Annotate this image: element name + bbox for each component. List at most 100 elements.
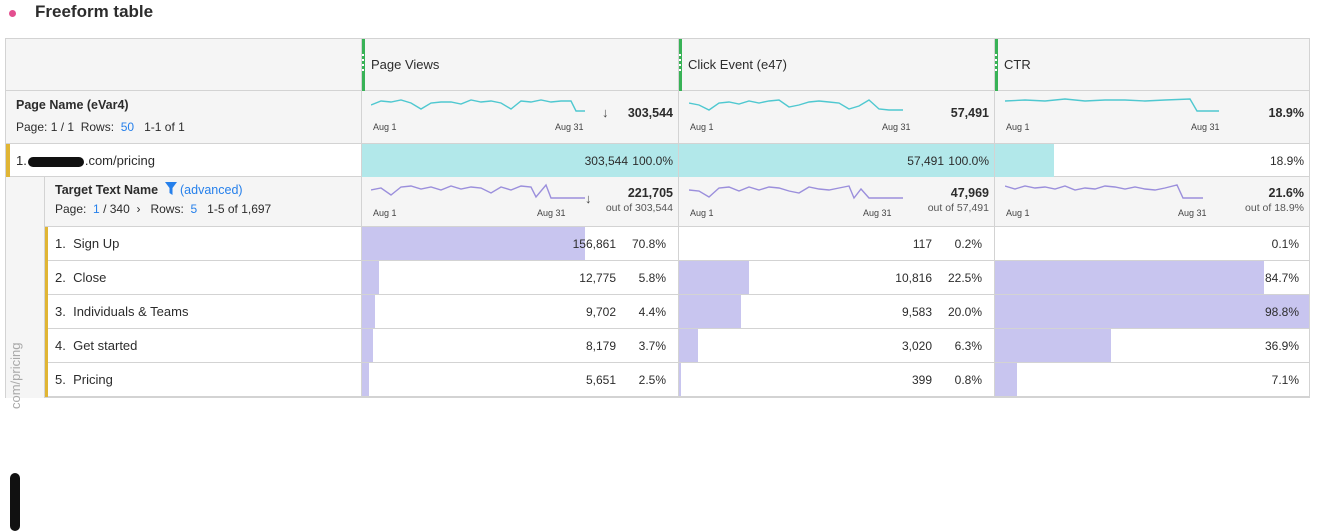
breakdown-outof-click-event: out of 57,491: [927, 202, 989, 214]
column-divider: [994, 39, 995, 397]
sparkline-page-views: [371, 183, 585, 199]
table-row[interactable]: 3. Individuals & Teams 9,702 4.4% 9,583 20.0…: [45, 295, 1309, 329]
row-marker: [45, 261, 48, 295]
sparkline-end: Aug 31: [882, 122, 911, 132]
cell-percent: 20.0%: [947, 305, 982, 319]
cell-percent: 100.0%: [632, 154, 673, 168]
filter-advanced-link[interactable]: (advanced): [180, 183, 243, 197]
row-marker: [6, 144, 10, 177]
bar-1: [678, 295, 741, 328]
dimension-header-row: Page Name (eVar4) Page: 1 / 1 Rows: 50 1…: [6, 91, 1309, 144]
bar-2: [994, 329, 1111, 362]
sparkline-start: Aug 1: [373, 208, 397, 218]
cell-percent: 36.9%: [1264, 339, 1299, 353]
table-row[interactable]: 4. Get started 8,179 3.7% 3,020 6.3% 36.9%: [45, 329, 1309, 363]
breakdown-outof-page-views: out of 303,544: [605, 202, 673, 214]
row-label[interactable]: 1. Sign Up: [55, 236, 120, 251]
table-row[interactable]: 1. Sign Up 156,861 70.8% 117 0.2% 0.1%: [45, 227, 1309, 261]
filter-icon[interactable]: [164, 182, 177, 195]
sparkline-start: Aug 1: [690, 122, 714, 132]
bar-2: [994, 363, 1017, 396]
drag-handle-icon[interactable]: [994, 39, 998, 91]
breakdown-total-page-views: 221,705: [627, 186, 673, 200]
row-label[interactable]: 3. Individuals & Teams: [55, 304, 189, 319]
panel-status-dot: [9, 10, 16, 17]
sparkline-start: Aug 1: [1006, 208, 1030, 218]
rows-per-page-select[interactable]: 50: [120, 120, 135, 134]
sparkline-end: Aug 31: [555, 122, 584, 132]
cell-percent: 2.5%: [638, 373, 666, 387]
bar-1: [678, 261, 749, 294]
drag-handle-icon[interactable]: [361, 39, 365, 91]
column-divider: [678, 39, 679, 397]
cell-value: 12,775: [579, 271, 616, 285]
total-page-views: 303,544: [627, 106, 673, 120]
cell-percent: 3.7%: [638, 339, 666, 353]
row-label[interactable]: 2. Close: [55, 270, 107, 285]
dimension-name[interactable]: Page Name (eVar4): [16, 98, 129, 112]
cell-percent: 0.8%: [954, 373, 982, 387]
cell-value: 3,020: [901, 339, 932, 353]
row-label[interactable]: 1. .com/pricing: [16, 153, 155, 168]
row-marker: [45, 227, 48, 261]
panel-header: Freeform table: [0, 0, 1317, 30]
metric-header-ctr[interactable]: CTR: [994, 39, 1309, 91]
sort-descending-icon[interactable]: ↓: [585, 191, 592, 206]
sparkline-start: Aug 1: [690, 208, 714, 218]
breakdown-outof-ctr: out of 18.9%: [1245, 202, 1304, 214]
cell-percent: 70.8%: [631, 237, 666, 251]
breakdown-header-row: Target Text Name (advanced) Page: 1 / 34…: [45, 177, 1309, 227]
bar-0: [361, 329, 373, 362]
cell-percent: 5.8%: [638, 271, 666, 285]
sparkline-end: Aug 31: [537, 208, 566, 218]
cell-percent: 22.5%: [947, 271, 982, 285]
row-marker: [45, 295, 48, 329]
bar-1: [678, 363, 681, 396]
breakdown-total-ctr: 21.6%: [1268, 186, 1304, 200]
cell-value: 9,583: [901, 305, 932, 319]
table-row[interactable]: 5. Pricing 5,651 2.5% 399 0.8% 7.1%: [45, 363, 1309, 397]
metric-header-page-views[interactable]: Page Views: [361, 39, 678, 91]
bar-2: [994, 295, 1309, 328]
cell-value: 8,179: [585, 339, 616, 353]
sparkline-end: Aug 31: [1191, 122, 1220, 132]
panel-title[interactable]: Freeform table: [35, 2, 154, 21]
cell-percent: 18.9%: [1269, 154, 1304, 168]
rows-per-page-select[interactable]: 5: [190, 202, 198, 216]
table-row[interactable]: 2. Close 12,775 5.8% 10,816 22.5% 84.7%: [45, 261, 1309, 295]
cell-percent: 4.4%: [638, 305, 666, 319]
cell-value: 399: [911, 373, 932, 387]
bar-ctr: [994, 144, 1054, 177]
metric-header-click-event[interactable]: Click Event (e47): [678, 39, 994, 91]
bar-0: [361, 363, 369, 396]
breakdown-dimension-name[interactable]: Target Text Name (advanced): [55, 182, 243, 197]
sparkline-end: Aug 31: [863, 208, 892, 218]
sparkline-start: Aug 1: [1006, 122, 1030, 132]
next-page-chevron-icon[interactable]: ›: [136, 202, 141, 216]
row-label[interactable]: 4. Get started: [55, 338, 138, 353]
page-label: Page: 1 / 1: [16, 120, 75, 134]
breakdown-parent-label: com/pricing: [8, 342, 23, 409]
freeform-table: Page Views Click Event (e47) CTR Page Na…: [5, 38, 1310, 531]
cell-value: 5,651: [585, 373, 616, 387]
cell-percent: 7.1%: [1271, 373, 1299, 387]
sparkline-click-event: [689, 99, 903, 111]
sort-descending-icon[interactable]: ↓: [602, 105, 609, 120]
page-number-input[interactable]: 1: [93, 202, 100, 216]
range-label: 1-1 of 1: [144, 120, 185, 134]
dimension-pagination: Page: 1 / 1 Rows: 50 1-1 of 1: [16, 120, 185, 134]
cell-value: 57,491: [907, 154, 944, 168]
column-divider: [361, 39, 362, 397]
table-row[interactable]: 1. .com/pricing 303,544 100.0% 57,491 100…: [6, 144, 1309, 177]
bar-0: [361, 227, 585, 260]
cell-percent: 100.0%: [948, 154, 989, 168]
bar-click-event: [678, 144, 994, 177]
cell-value: 10,816: [895, 271, 932, 285]
row-label[interactable]: 5. Pricing: [55, 372, 113, 387]
drag-handle-icon[interactable]: [678, 39, 682, 91]
sparkline-click-event: [689, 185, 903, 200]
cell-value: 303,544: [584, 154, 628, 168]
sparkline-page-views: [371, 99, 585, 112]
sparkline-end: Aug 31: [1178, 208, 1207, 218]
cell-value: 117: [912, 237, 932, 251]
